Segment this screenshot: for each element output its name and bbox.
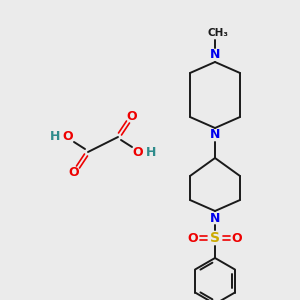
Text: O: O <box>232 232 242 244</box>
Text: N: N <box>210 128 220 142</box>
Text: H: H <box>146 146 156 158</box>
Text: N: N <box>210 49 220 62</box>
Text: O: O <box>127 110 137 124</box>
Text: O: O <box>188 232 198 244</box>
Text: CH₃: CH₃ <box>208 28 229 38</box>
Text: O: O <box>69 166 79 178</box>
Text: S: S <box>210 231 220 245</box>
Text: H: H <box>50 130 60 143</box>
Text: O: O <box>63 130 73 143</box>
Text: N: N <box>210 212 220 224</box>
Text: O: O <box>133 146 143 158</box>
